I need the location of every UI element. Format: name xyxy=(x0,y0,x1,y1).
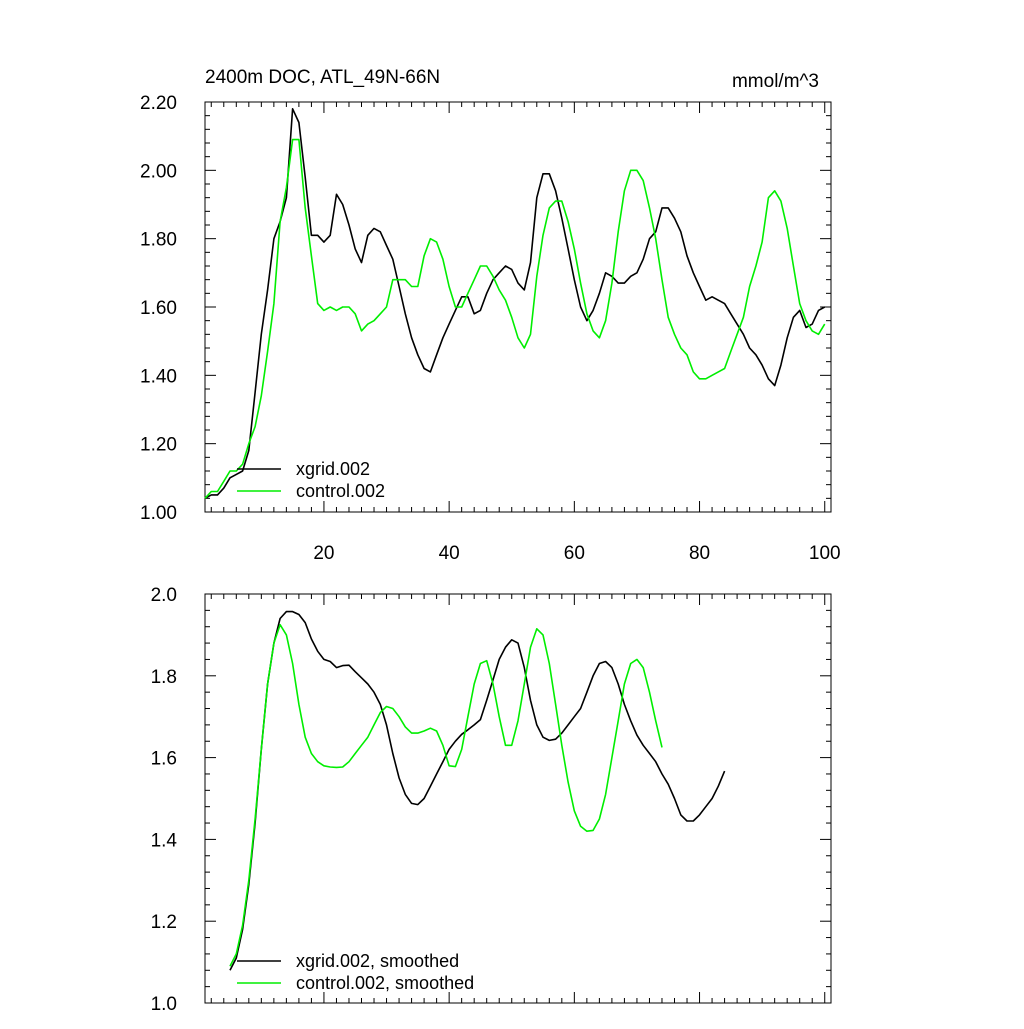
y-tick-label: 2.00 xyxy=(140,161,177,182)
y-tick-label: 1.60 xyxy=(140,298,177,319)
chart-panel-bottom: 1.0 1.2 1.4 1.6 1.8 2.0 xgrid.002, smoothedcon… xyxy=(151,585,832,1015)
y-tick-label: 1.8 xyxy=(151,667,177,688)
y-tick-label: 2.0 xyxy=(151,585,177,606)
series-line-control xyxy=(204,138,826,499)
x-tick-label: 60 xyxy=(564,543,585,564)
series-line-xgrid xyxy=(204,108,826,500)
plot-frame-bottom xyxy=(204,593,832,1004)
y-tick-label: 1.00 xyxy=(140,503,177,524)
units-label: mmol/m^3 xyxy=(732,71,819,92)
y-tick-label: 1.4 xyxy=(151,830,178,851)
x-tick-label: 80 xyxy=(689,543,710,564)
plot-frame-top xyxy=(204,101,832,513)
legend-entry: control.002 xyxy=(296,481,385,501)
y-tick-label: 1.6 xyxy=(151,749,177,770)
y-tick-label: 2.20 xyxy=(140,93,177,114)
x-tick-label: 100 xyxy=(809,543,841,564)
chart-title: 2400m DOC, ATL_49N-66N xyxy=(205,67,440,88)
legend-entry: xgrid.002 xyxy=(296,459,370,479)
chart-panel-top: 20 40 60 80 100 1.00 1.20 1.40 1.60 1.80 2.00 2.20 2… xyxy=(140,67,841,564)
y-tick-label: 1.0 xyxy=(151,994,177,1015)
legend-entry: control.002, smoothed xyxy=(296,973,474,993)
series-line-xgrid xyxy=(229,610,726,971)
series-line-control xyxy=(229,623,663,967)
y-tick-label: 1.40 xyxy=(140,366,177,387)
legend-entry: xgrid.002, smoothed xyxy=(296,951,459,971)
x-tick-label: 20 xyxy=(313,543,334,564)
y-tick-label: 1.20 xyxy=(140,435,177,456)
y-tick-label: 1.2 xyxy=(151,912,177,933)
y-tick-label: 1.80 xyxy=(140,230,177,251)
x-tick-label: 40 xyxy=(439,543,460,564)
